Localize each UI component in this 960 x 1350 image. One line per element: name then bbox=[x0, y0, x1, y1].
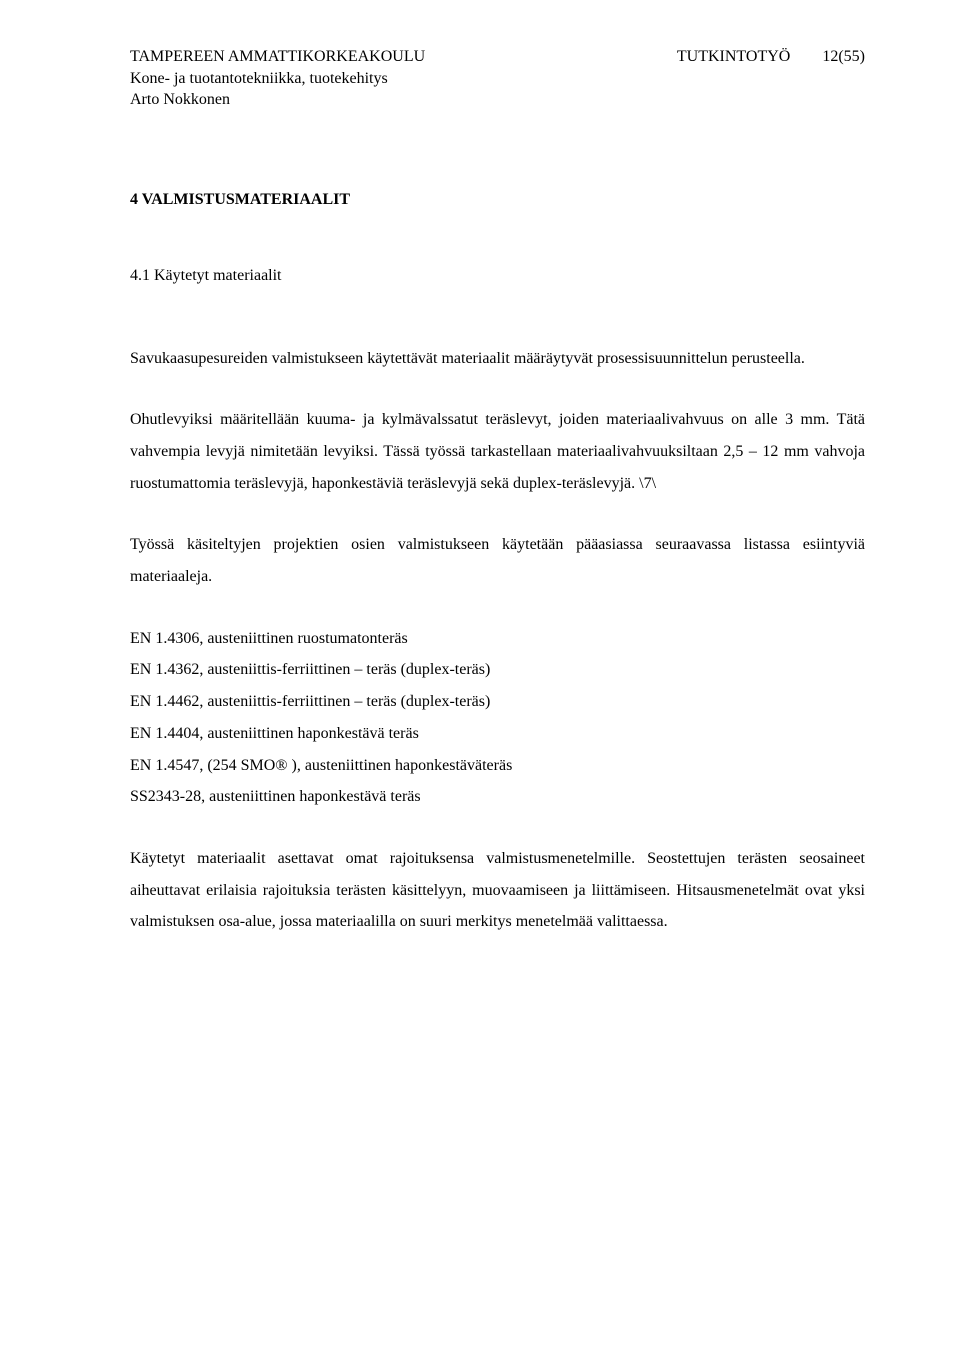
header-right-block: TUTKINTOTYÖ 12(55) bbox=[677, 46, 865, 111]
page-header: TAMPEREEN AMMATTIKORKEAKOULU Kone- ja tu… bbox=[130, 46, 865, 111]
document-page: TAMPEREEN AMMATTIKORKEAKOULU Kone- ja tu… bbox=[0, 0, 960, 938]
header-left-block: TAMPEREEN AMMATTIKORKEAKOULU Kone- ja tu… bbox=[130, 46, 425, 111]
list-item: EN 1.4306, austeniittinen ruostumatonter… bbox=[130, 623, 865, 655]
institution-name: TAMPEREEN AMMATTIKORKEAKOULU bbox=[130, 46, 425, 68]
section-heading: 4 VALMISTUSMATERIAALIT bbox=[130, 191, 865, 209]
list-item: EN 1.4362, austeniittis-ferriittinen – t… bbox=[130, 654, 865, 686]
list-item: EN 1.4462, austeniittis-ferriittinen – t… bbox=[130, 686, 865, 718]
author-name: Arto Nokkonen bbox=[130, 89, 425, 111]
paragraph: Käytetyt materiaalit asettavat omat rajo… bbox=[130, 843, 865, 938]
list-item: EN 1.4404, austeniittinen haponkestävä t… bbox=[130, 718, 865, 750]
list-item: SS2343-28, austeniittinen haponkestävä t… bbox=[130, 781, 865, 813]
materials-list: EN 1.4306, austeniittinen ruostumatonter… bbox=[130, 623, 865, 813]
list-item: EN 1.4547, (254 SMO® ), austeniittinen h… bbox=[130, 750, 865, 782]
page-number: 12(55) bbox=[822, 46, 865, 111]
department-name: Kone- ja tuotantotekniikka, tuotekehitys bbox=[130, 68, 425, 90]
paragraph: Työssä käsiteltyjen projektien osien val… bbox=[130, 529, 865, 592]
body-content: Savukaasupesureiden valmistukseen käytet… bbox=[130, 343, 865, 938]
document-type: TUTKINTOTYÖ bbox=[677, 46, 790, 111]
subsection-heading: 4.1 Käytetyt materiaalit bbox=[130, 267, 865, 285]
paragraph: Savukaasupesureiden valmistukseen käytet… bbox=[130, 343, 865, 375]
paragraph: Ohutlevyiksi määritellään kuuma- ja kylm… bbox=[130, 404, 865, 499]
